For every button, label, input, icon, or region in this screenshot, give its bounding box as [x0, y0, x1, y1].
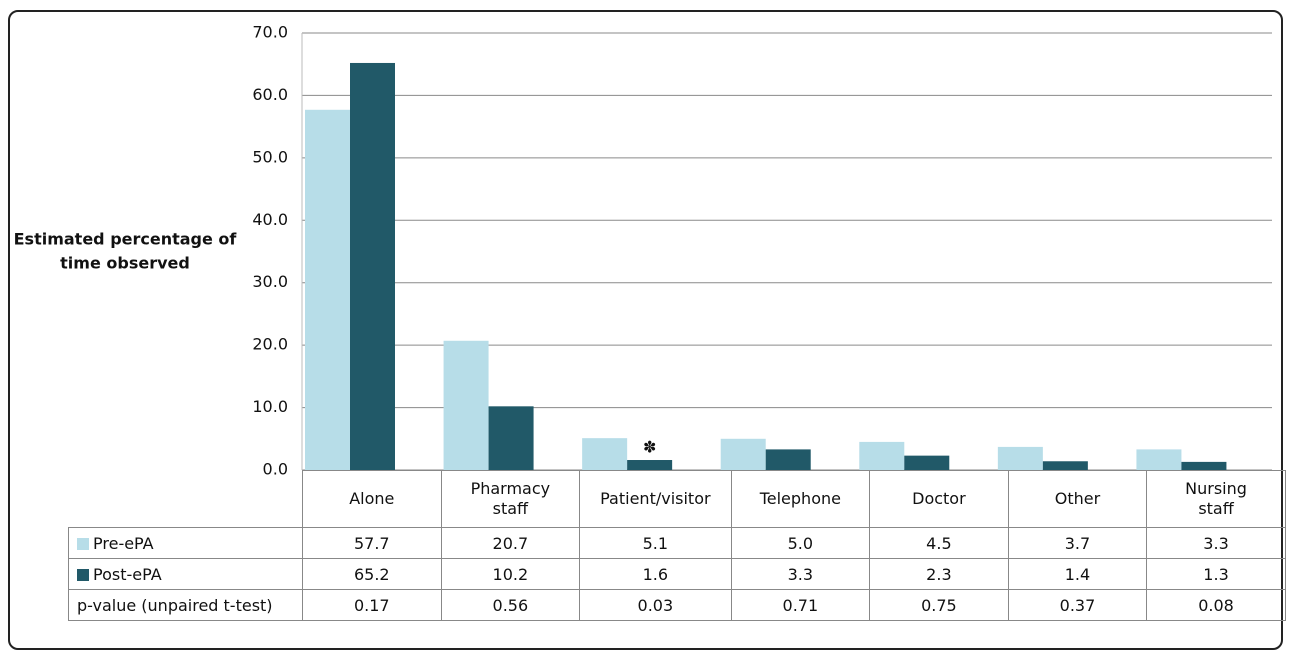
category-label: Doctor: [869, 470, 1009, 528]
value-cell: 1.6: [579, 558, 732, 590]
bar: [443, 340, 489, 470]
bar: [305, 109, 350, 470]
p-value-cell: 0.37: [1007, 589, 1148, 621]
bar: [627, 460, 673, 470]
corner-cell: [69, 471, 303, 528]
legend-label: Pre-ePA: [93, 533, 154, 553]
y-tick-label: 70.0: [252, 23, 288, 42]
category-label: Patient/visitor: [579, 470, 732, 528]
y-tick-label: 20.0: [252, 335, 288, 354]
value-cell: 1.4: [1007, 558, 1148, 590]
category-label: Alone: [302, 470, 442, 528]
category-label: Nursing staff: [1146, 470, 1286, 528]
y-tick-label: 40.0: [252, 210, 288, 229]
bar: [1136, 449, 1182, 470]
bar: [904, 455, 950, 470]
series-row: Post-ePA 65.2 10.2 1.6 3.3 2.3 1.4 1.3: [68, 558, 1286, 590]
value-cell: 65.2: [302, 558, 442, 590]
legend-swatch: [77, 568, 89, 581]
p-value-cell: 0.03: [579, 589, 732, 621]
y-tick-label: 30.0: [252, 272, 288, 291]
y-tick-label: 50.0: [252, 147, 288, 166]
value-cell: 3.3: [730, 558, 871, 590]
data-table: Alone Pharmacy staff Patient/visitor Teleph…: [68, 470, 1286, 621]
p-value-cell: 0.71: [730, 589, 871, 621]
bar: [350, 62, 395, 471]
legend-label: Post-ePA: [93, 564, 162, 584]
p-value-cell: 0.75: [869, 589, 1009, 621]
p-value-cell: 0.17: [302, 589, 442, 621]
value-cell: 5.0: [730, 527, 871, 559]
bar: [582, 438, 628, 470]
value-cell: 3.3: [1146, 527, 1286, 559]
chart: Estimated percentage of time observed 0.0 1…: [14, 23, 1272, 479]
legend-swatch: [77, 537, 89, 550]
legend-cell: Post-ePA: [68, 558, 303, 590]
y-axis-label: Estimated percentage of: [14, 230, 238, 249]
y-tick-label: 60.0: [252, 85, 288, 104]
bar: [997, 446, 1043, 470]
y-tick-label: 10.0: [252, 397, 288, 416]
bar: [488, 406, 534, 470]
bar: [720, 438, 766, 470]
bar: [859, 441, 905, 470]
value-cell: 57.7: [302, 527, 442, 559]
value-cell: 10.2: [440, 558, 581, 590]
category-label: Pharmacy staff: [440, 470, 581, 528]
bar: [765, 449, 811, 470]
value-cell: 5.1: [579, 527, 732, 559]
legend-cell: Pre-ePA: [68, 527, 303, 559]
value-cell: 2.3: [869, 558, 1009, 590]
p-value-row: p-value (unpaired t-test) 0.17 0.56 0.03 0.7…: [68, 589, 1286, 621]
annotation: ✽: [643, 438, 656, 457]
page: Estimated percentage of time observed 0.0 1…: [8, 10, 1286, 650]
header-row: Alone Pharmacy staff Patient/visitor Teleph…: [69, 470, 1286, 528]
series-row: Pre-ePA 57.7 20.7 5.1 5.0 4.5 3.7 3.3: [68, 527, 1286, 559]
category-label: Other: [1007, 470, 1148, 528]
value-cell: 1.3: [1146, 558, 1286, 590]
y-tick-label: 0.0: [263, 460, 288, 479]
p-value-label: p-value (unpaired t-test): [68, 589, 303, 621]
category-label: Telephone: [730, 470, 871, 528]
p-value-cell: 0.56: [440, 589, 581, 621]
p-value-cell: 0.08: [1146, 589, 1286, 621]
value-cell: 4.5: [869, 527, 1009, 559]
value-cell: 3.7: [1007, 527, 1148, 559]
value-cell: 20.7: [440, 527, 581, 559]
y-axis-label: time observed: [60, 254, 190, 273]
bar: [1181, 461, 1227, 470]
bar: [1042, 461, 1088, 470]
